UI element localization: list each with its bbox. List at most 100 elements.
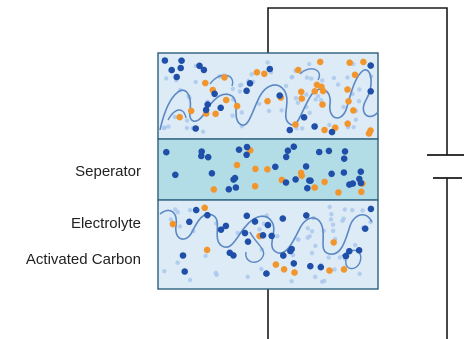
ion-halo (230, 86, 235, 92)
blue-ion (232, 184, 240, 191)
orange-ion (280, 266, 288, 273)
ion-halo (328, 217, 334, 222)
blue-ion (268, 232, 276, 240)
orange-ion (221, 74, 228, 81)
blue-ion (192, 206, 200, 214)
ion-halo (184, 125, 190, 131)
orange-ion (345, 98, 352, 105)
ion-halo (330, 222, 336, 227)
blue-ion (357, 168, 365, 175)
ion-halo (200, 129, 206, 134)
blue-ion (204, 211, 211, 219)
ion-halo (168, 217, 174, 222)
orange-ion (233, 102, 241, 110)
ion-halo (356, 99, 362, 104)
ion-halo (266, 108, 272, 114)
bottom-electrode (157, 199, 379, 290)
blue-ion (177, 64, 184, 72)
ion-halo (345, 75, 350, 80)
ion-halo (337, 255, 342, 260)
ion-halo (331, 228, 336, 233)
orange-ion (297, 88, 305, 96)
ion-halo (309, 76, 314, 81)
ion-halo (162, 269, 167, 274)
ion-halo (166, 124, 171, 129)
blue-ion (246, 80, 254, 87)
orange-ion (264, 166, 271, 173)
blue-ion (304, 184, 311, 192)
orange-ion (233, 161, 241, 169)
orange-ion (344, 120, 352, 127)
ion-halo (235, 230, 240, 236)
blue-ion (282, 153, 290, 161)
orange-ion (261, 70, 268, 78)
ion-halo (279, 108, 284, 113)
blue-ion (367, 88, 375, 95)
orange-ion (330, 239, 338, 246)
ion-halo (177, 224, 183, 229)
orange-ion (203, 246, 211, 254)
top-ions (161, 57, 375, 137)
ion-halo (300, 126, 305, 131)
top-electrode (157, 52, 379, 140)
blue-ion (230, 252, 237, 259)
ion-halo (237, 83, 243, 88)
blue-ion (282, 179, 290, 186)
blue-ion (306, 177, 313, 184)
ion-halo (304, 75, 310, 80)
ion-halo (257, 227, 262, 232)
ion-halo (357, 271, 362, 276)
blue-ion (356, 175, 363, 183)
orange-ion (298, 95, 306, 102)
blue-ion (204, 153, 212, 161)
bottom-ions (169, 204, 375, 277)
blue-ion (235, 146, 243, 153)
blue-ion (328, 170, 335, 178)
ion-halo (332, 267, 337, 272)
blue-ion (279, 215, 287, 222)
blue-ion (161, 57, 169, 64)
separator (157, 138, 379, 201)
ion-halo (351, 125, 356, 130)
blue-ion (341, 148, 349, 155)
orange-ion (311, 184, 319, 191)
orange-ion (298, 172, 306, 179)
blue-ion (317, 263, 325, 271)
ion-halo (326, 255, 331, 260)
blue-ion (302, 163, 310, 170)
ion-halo (290, 74, 295, 80)
ion-halo (172, 114, 178, 120)
ion-halo (162, 125, 167, 130)
orange-ion (321, 178, 328, 186)
blue-ion (200, 66, 208, 74)
blue-ion (208, 170, 216, 177)
ion-halo (313, 243, 318, 248)
ion-halo (357, 87, 362, 92)
ion-halo (313, 97, 318, 102)
ion-halo (265, 60, 270, 65)
ion-halo (341, 104, 346, 110)
activated-carbon-label: Activated Carbon (25, 251, 141, 268)
blue-ion (225, 186, 233, 193)
blue-ion (211, 90, 218, 98)
ion-halo (327, 204, 332, 210)
orange-ion (212, 110, 219, 118)
orange-ion (253, 69, 261, 76)
ion-halo (187, 277, 193, 283)
ion-halo (295, 237, 300, 242)
top-electrode-box (157, 52, 379, 140)
blue-ion (181, 268, 188, 275)
blue-ion (172, 171, 179, 179)
orange-ion (350, 107, 357, 114)
separator-label: Seperator (75, 163, 141, 180)
ion-halo (329, 212, 334, 217)
ion-halo (175, 210, 180, 215)
orange-ion (318, 83, 325, 91)
blue-ion (259, 232, 267, 239)
blue-ion (280, 252, 287, 259)
orange-ion (294, 66, 302, 74)
blue-ion (315, 148, 323, 156)
orange-ion (291, 269, 298, 276)
blue-ion (367, 205, 375, 213)
